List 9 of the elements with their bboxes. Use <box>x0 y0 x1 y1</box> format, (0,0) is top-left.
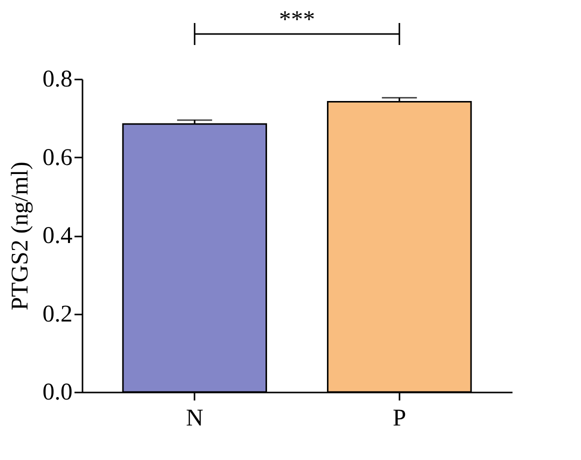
y-tick-label: 0.2 <box>42 301 72 328</box>
y-tick-label: 0.0 <box>42 380 72 406</box>
y-axis-title: PTGS2 (ng/ml) <box>8 162 34 310</box>
y-tick-label: 0.8 <box>42 66 72 92</box>
x-tick-label: P <box>392 406 406 432</box>
y-tick-label: 0.4 <box>42 223 72 249</box>
text: *** <box>279 7 315 33</box>
x-tick-label: N <box>186 406 204 432</box>
y-tick-label: 0.6 <box>42 144 72 171</box>
